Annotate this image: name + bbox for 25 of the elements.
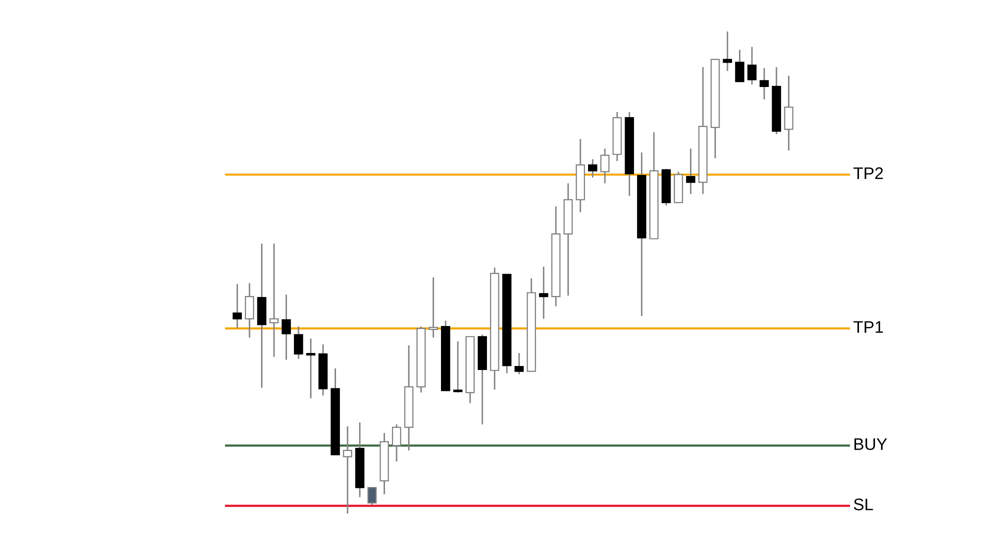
ref-line-label: TP2 <box>854 167 883 179</box>
ref-line-label: TP1 <box>854 321 883 333</box>
candlestick <box>342 426 352 514</box>
candlestick <box>747 46 757 86</box>
candlestick <box>244 282 254 338</box>
candlestick <box>428 276 438 338</box>
candlestick <box>722 30 732 72</box>
candlestick <box>588 158 598 178</box>
candlestick <box>784 75 794 152</box>
candlestick <box>600 148 610 184</box>
ref-line-label: BUY <box>854 438 888 450</box>
candlestick <box>306 338 316 400</box>
candlestick <box>269 242 279 358</box>
candlestick <box>367 486 377 506</box>
candlestick <box>686 148 696 195</box>
candlestick <box>392 424 402 462</box>
candlestick <box>453 340 462 394</box>
candlestick <box>539 266 548 320</box>
candlestick <box>735 49 744 82</box>
candlestick <box>760 67 769 100</box>
candlestick <box>232 283 242 330</box>
candlestick <box>294 326 304 360</box>
candlestick <box>514 352 524 375</box>
ref-line-label: SL <box>854 498 873 510</box>
candlestick <box>282 294 291 360</box>
